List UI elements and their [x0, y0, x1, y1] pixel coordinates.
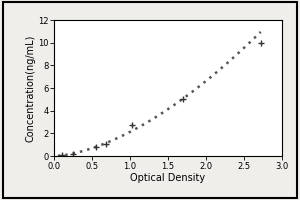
Y-axis label: Concentration(ng/mL): Concentration(ng/mL): [25, 34, 35, 142]
X-axis label: Optical Density: Optical Density: [130, 173, 206, 183]
